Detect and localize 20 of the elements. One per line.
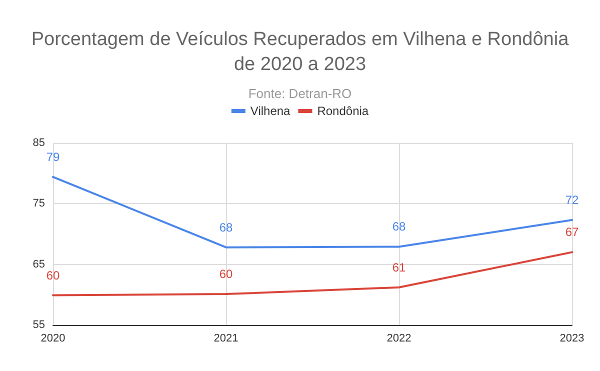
y-tick-label: 55 (32, 319, 45, 331)
data-label: 61 (392, 260, 406, 274)
x-tick-label: 2022 (386, 332, 412, 344)
data-label: 60 (46, 268, 60, 282)
x-tick-label: 2021 (214, 332, 238, 344)
x-tick-label: 2023 (560, 332, 584, 344)
data-label: 67 (565, 225, 579, 240)
data-label: 60 (219, 267, 233, 282)
y-tick-label: 75 (32, 198, 45, 210)
data-label: 68 (392, 220, 406, 234)
y-tick-label: 65 (32, 258, 45, 270)
data-label: 79 (46, 150, 60, 164)
chart-title: Porcentagem de Veículos Recuperados em Vilhena e Rondônia de 2020 a 2023 (31, 29, 570, 75)
chart-subtitle: Fonte: Detran-RO (248, 86, 352, 101)
legend-label: Rondônia (317, 104, 369, 118)
data-label: 68 (219, 220, 233, 234)
legend-label: Vilhena (250, 104, 291, 118)
data-label: 72 (565, 193, 579, 208)
y-tick-label: 85 (32, 137, 45, 149)
x-tick-label: 2020 (40, 332, 66, 344)
